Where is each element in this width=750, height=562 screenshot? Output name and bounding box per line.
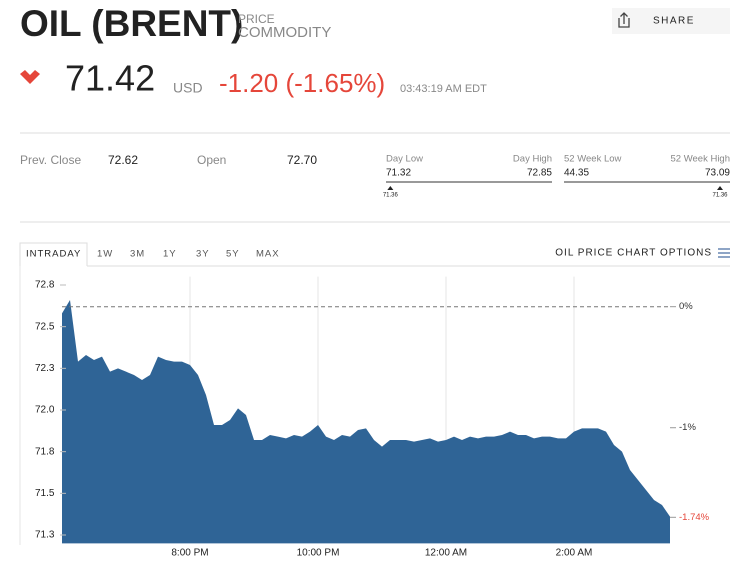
share-bg[interactable]	[612, 8, 730, 34]
range-high: 72.85	[527, 168, 552, 179]
tab[interactable]: 1Y	[163, 249, 177, 260]
range-low: 44.35	[564, 168, 589, 179]
currency: USD	[173, 80, 203, 96]
y-tick-label: 71.3	[35, 530, 55, 541]
range-current: 71.36	[383, 193, 399, 199]
y-tick-label: 71.8	[35, 446, 55, 457]
tab[interactable]: 1W	[97, 249, 113, 260]
x-tick-label: 8:00 PM	[171, 548, 208, 559]
range-current: 71.36	[712, 193, 728, 199]
tab[interactable]: INTRADAY	[26, 249, 81, 260]
time: 03:43:19 AM EDT	[400, 83, 487, 95]
range-low-label: 52 Week Low	[564, 154, 622, 165]
y-tick-label: 72.8	[35, 280, 55, 291]
prev-close: 72.62	[108, 153, 138, 167]
y-tick-label: 72.5	[35, 321, 55, 332]
kind-bottom: COMMODITY	[238, 24, 331, 41]
tab[interactable]: 5Y	[226, 249, 240, 260]
y-tick-label: 72.0	[35, 405, 55, 416]
y-tick-label: 72.3	[35, 363, 55, 374]
range-low: 71.32	[386, 168, 411, 179]
open: 72.70	[287, 153, 317, 167]
down-icon	[20, 70, 40, 84]
tab[interactable]: MAX	[256, 249, 280, 260]
share-label[interactable]: SHARE	[653, 16, 695, 27]
x-tick-label: 2:00 AM	[556, 548, 593, 559]
y-tick-label: 71.5	[35, 488, 55, 499]
y2-tick-label: -1.74%	[679, 512, 710, 523]
share-button[interactable]: SHARE	[612, 8, 730, 34]
y2-tick-label: 0%	[679, 301, 693, 312]
tab[interactable]: 3Y	[196, 249, 210, 260]
x-tick-label: 10:00 PM	[297, 548, 340, 559]
menu-icon[interactable]	[718, 248, 730, 258]
range-high: 73.09	[705, 168, 730, 179]
change: -1.20 (-1.65%)	[219, 68, 385, 98]
y2-tick-label: -1%	[679, 422, 696, 433]
range-marker	[717, 186, 724, 190]
share-icon[interactable]	[618, 12, 630, 28]
range-low-label: Day Low	[386, 154, 423, 165]
tab[interactable]: 3M	[130, 249, 145, 260]
kind-top: PRICE	[238, 12, 275, 26]
range-high-label: Day High	[513, 154, 552, 165]
title: OIL (BRENT)	[20, 3, 243, 44]
chart-options[interactable]: OIL PRICE CHART OPTIONS	[555, 248, 712, 259]
price-area	[62, 300, 670, 544]
active-tab-border	[19, 242, 88, 266]
price: 71.42	[65, 58, 155, 99]
range-high-label: 52 Week High	[671, 154, 731, 165]
prev-close-label: Prev. Close	[20, 153, 81, 167]
open-label: Open	[197, 153, 226, 167]
x-tick-label: 12:00 AM	[425, 548, 467, 559]
range-marker	[387, 186, 394, 190]
